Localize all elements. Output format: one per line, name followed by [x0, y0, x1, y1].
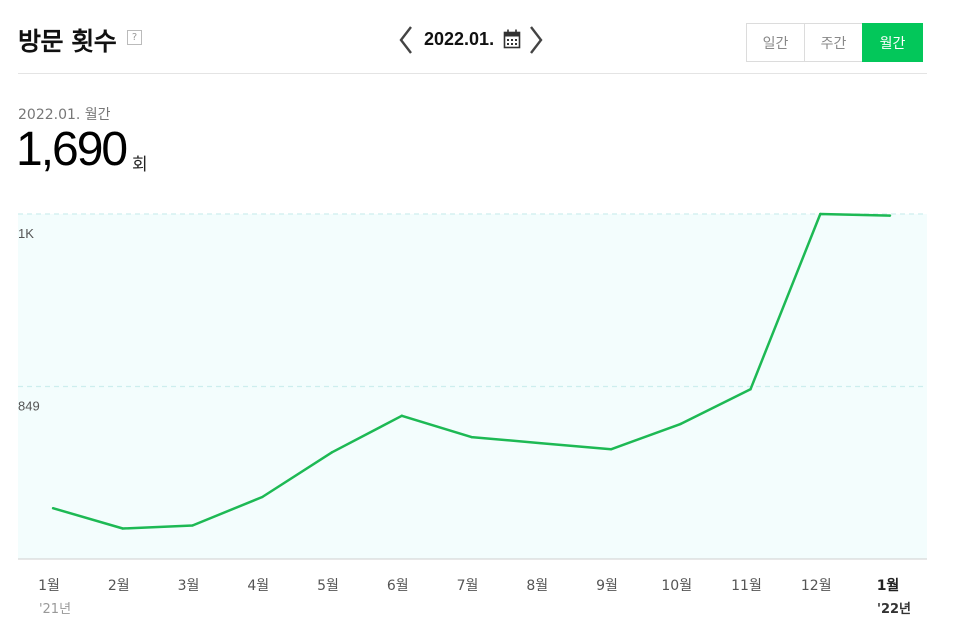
data-point	[191, 524, 194, 527]
x-tick-label: 3월	[178, 578, 200, 594]
data-point	[679, 422, 682, 426]
y-tick-label: 1K	[18, 226, 34, 241]
data-point	[609, 448, 613, 451]
summary-value: 1,690	[16, 123, 128, 176]
x-tick-label: 9월	[596, 578, 618, 594]
data-point	[261, 495, 264, 499]
next-month-button[interactable]	[526, 24, 546, 56]
x-tick-label: 8월	[526, 578, 548, 594]
header-divider	[18, 73, 927, 74]
x-tick-label: 11월	[731, 578, 762, 594]
chevron-left-icon	[399, 26, 412, 54]
data-point	[470, 435, 473, 439]
tab-monthly[interactable]: 월간	[862, 23, 923, 62]
chevron-right-icon	[530, 26, 543, 54]
data-point	[330, 451, 334, 454]
period-tabs: 일간 주간 월간	[746, 23, 923, 62]
x-tick-label: 4월	[247, 578, 269, 594]
prev-month-button[interactable]	[396, 24, 416, 56]
data-point	[749, 388, 752, 391]
current-date: 2022.01.	[424, 29, 495, 49]
data-point	[400, 414, 403, 417]
data-point	[888, 214, 892, 217]
page-title: 방문 횟수	[18, 27, 117, 56]
x-tick-label: 6월	[387, 578, 409, 594]
x-tick-label: 10월	[661, 578, 692, 594]
summary-unit: 회	[132, 155, 148, 175]
x-tick-label: 7월	[457, 578, 479, 594]
y-tick-label: 849	[18, 399, 40, 414]
x-tick-label: 2월	[108, 578, 130, 594]
summary-period-label: 2022.01. 월간	[18, 107, 111, 123]
data-point	[51, 507, 55, 510]
x-tick-label: 1월	[38, 578, 60, 594]
calendar-button[interactable]	[503, 29, 521, 49]
x-tick-sublabel: '21년	[39, 602, 71, 617]
data-point	[540, 441, 543, 445]
help-icon[interactable]: ?	[127, 30, 142, 45]
tab-weekly[interactable]: 주간	[804, 23, 863, 62]
x-tick-label: 1월	[877, 577, 900, 594]
data-point	[121, 527, 124, 530]
x-tick-label: 5월	[317, 578, 339, 594]
calendar-icon	[503, 29, 521, 49]
data-point	[819, 212, 822, 216]
x-tick-sublabel: '22년	[877, 602, 911, 617]
x-tick-label: 12월	[801, 578, 832, 594]
